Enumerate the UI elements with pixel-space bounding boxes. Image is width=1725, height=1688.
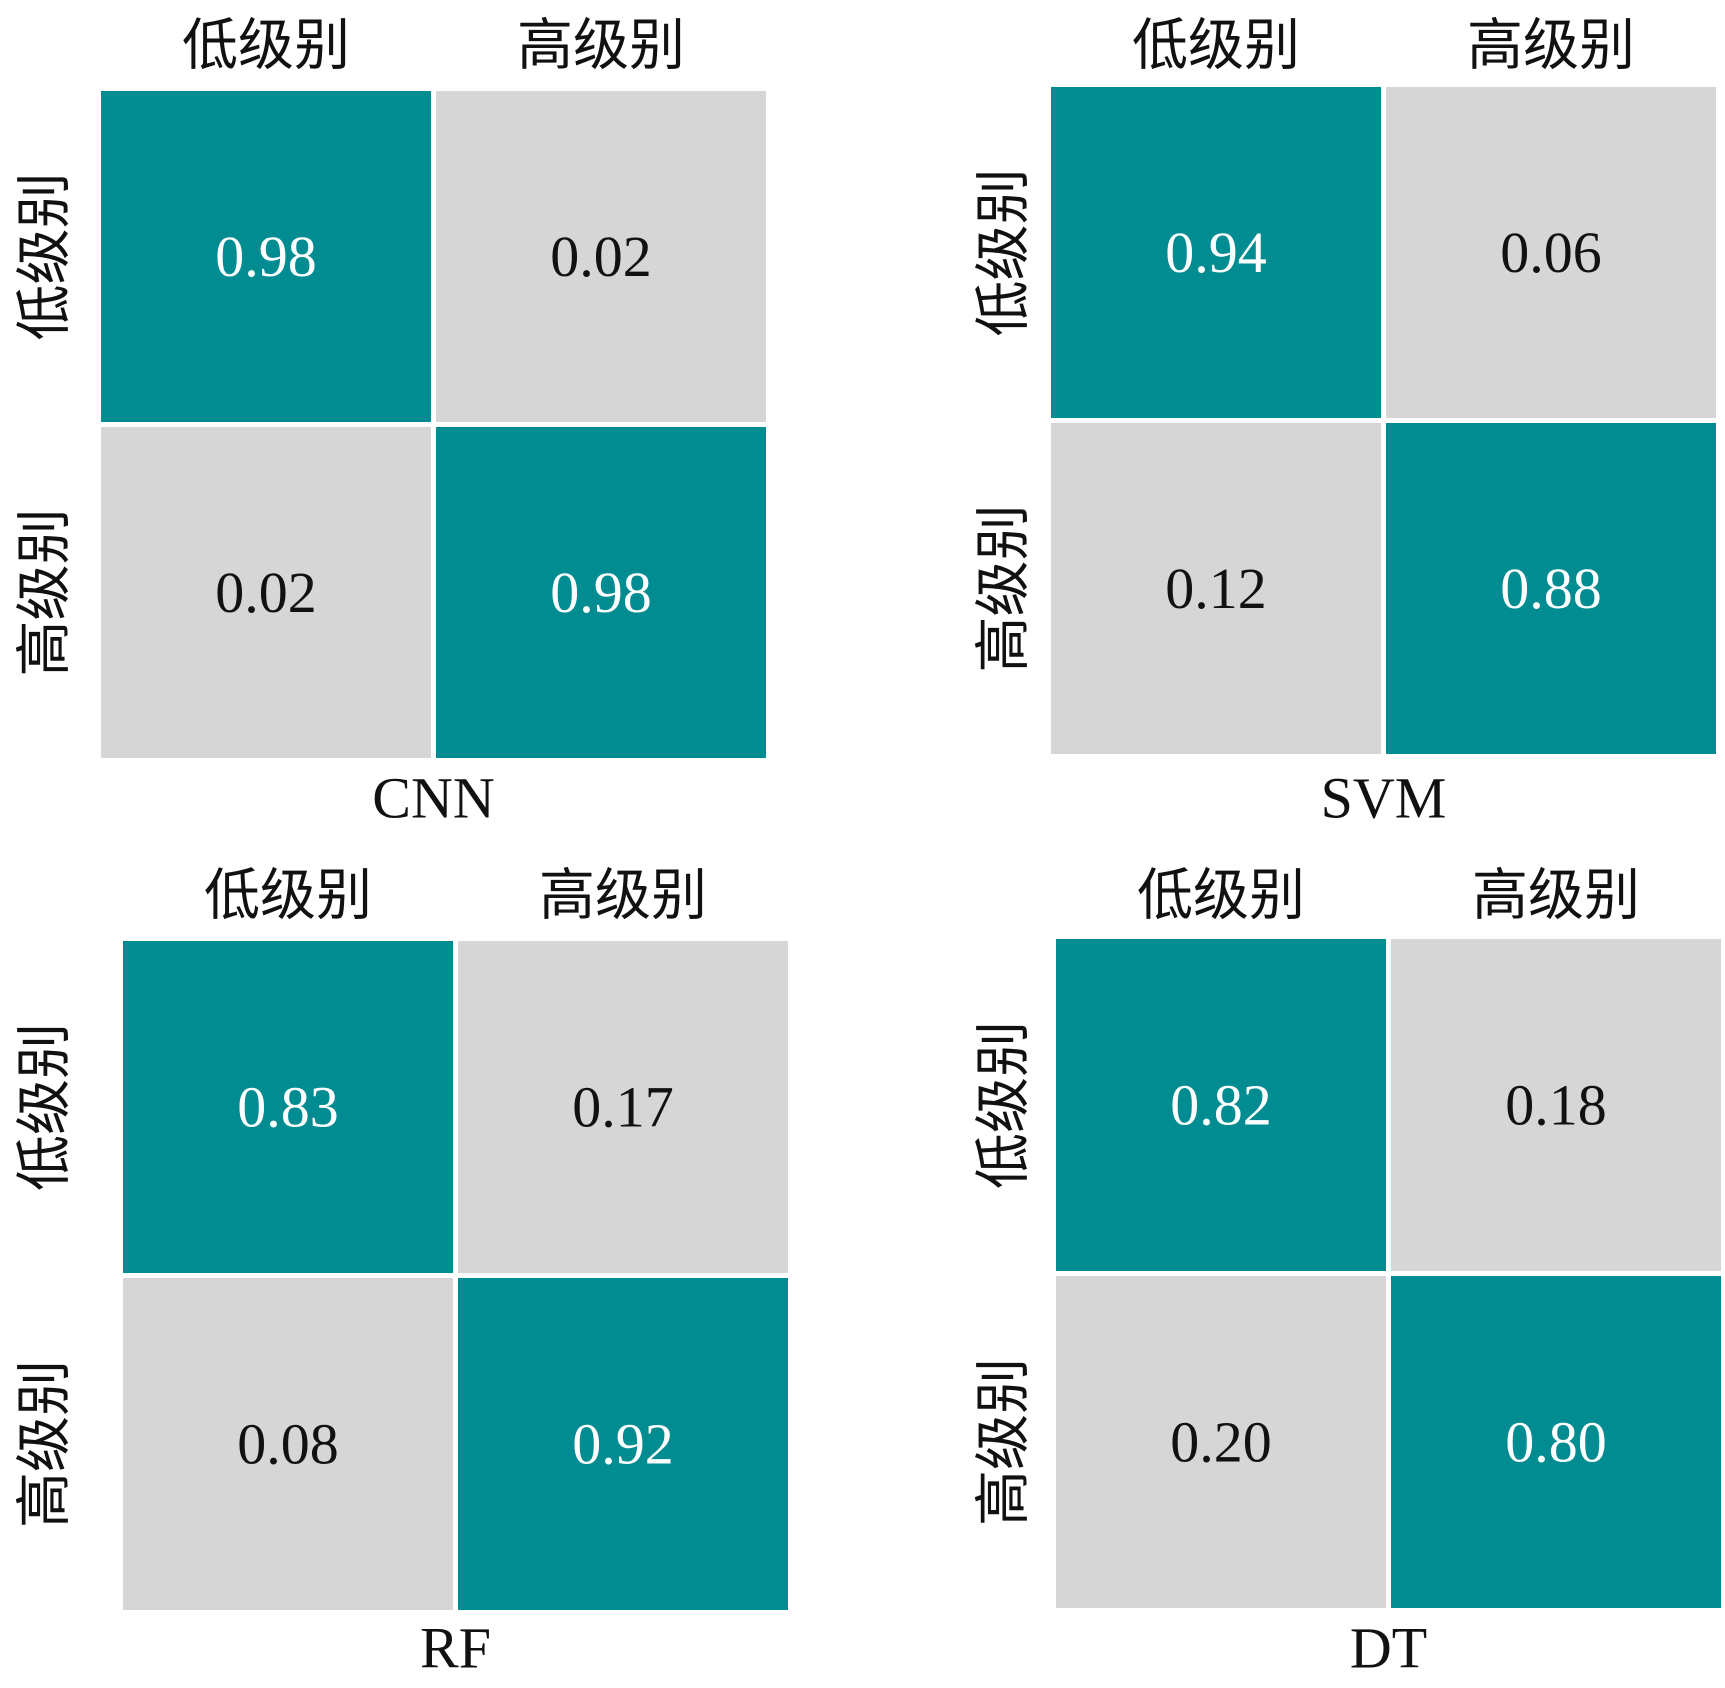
column-label: 低级别 (182, 14, 350, 79)
row-label: 高级别 (972, 1358, 1037, 1526)
matrix-cell (458, 941, 788, 1273)
cell-value: 0.98 (215, 224, 317, 289)
matrix-cell (1051, 87, 1381, 418)
column-label: 高级别 (1472, 864, 1640, 929)
cell-value: 0.80 (1505, 1410, 1607, 1475)
cell-value: 0.98 (550, 560, 652, 625)
matrix-cell (1056, 939, 1386, 1271)
column-label: 高级别 (517, 14, 685, 79)
cell-value: 0.18 (1505, 1073, 1607, 1138)
panel-title: DT (1350, 1616, 1427, 1681)
cell-value: 0.02 (215, 560, 317, 625)
cell-value: 0.08 (237, 1412, 339, 1477)
cell-value: 0.06 (1500, 220, 1602, 285)
matrix-cell (1051, 423, 1381, 754)
row-label: 高级别 (13, 509, 78, 677)
row-label: 低级别 (13, 1023, 78, 1191)
column-label: 高级别 (539, 864, 707, 929)
cell-value: 0.17 (572, 1075, 674, 1140)
matrix-cell (436, 91, 766, 422)
row-label: 高级别 (13, 1360, 78, 1528)
panel-title: RF (420, 1616, 491, 1681)
cell-value: 0.20 (1170, 1410, 1272, 1475)
matrix-cell (1386, 423, 1716, 754)
matrix-cell (123, 941, 453, 1273)
matrix-cell (458, 1278, 788, 1610)
cell-value: 0.88 (1500, 556, 1602, 621)
cell-value: 0.82 (1170, 1073, 1272, 1138)
matrix-cell (1386, 87, 1716, 418)
row-label: 低级别 (972, 169, 1037, 337)
column-label: 高级别 (1467, 14, 1635, 79)
cell-value: 0.94 (1165, 220, 1267, 285)
cell-value: 0.92 (572, 1412, 674, 1477)
cell-value: 0.02 (550, 224, 652, 289)
matrix-cell (101, 91, 431, 422)
row-label: 低级别 (972, 1021, 1037, 1189)
column-label: 低级别 (204, 864, 372, 929)
matrix-cell (1391, 1276, 1721, 1608)
column-label: 低级别 (1132, 14, 1300, 79)
panel-title: SVM (1321, 766, 1447, 831)
cell-value: 0.83 (237, 1075, 339, 1140)
matrix-cell (101, 427, 431, 758)
cell-value: 0.12 (1165, 556, 1267, 621)
panel-title: CNN (372, 766, 494, 831)
matrix-cell (123, 1278, 453, 1610)
column-label: 低级别 (1137, 864, 1305, 929)
matrix-cell (1391, 939, 1721, 1271)
matrix-cell (1056, 1276, 1386, 1608)
row-label: 低级别 (13, 173, 78, 341)
matrix-cell (436, 427, 766, 758)
row-label: 高级别 (972, 505, 1037, 673)
